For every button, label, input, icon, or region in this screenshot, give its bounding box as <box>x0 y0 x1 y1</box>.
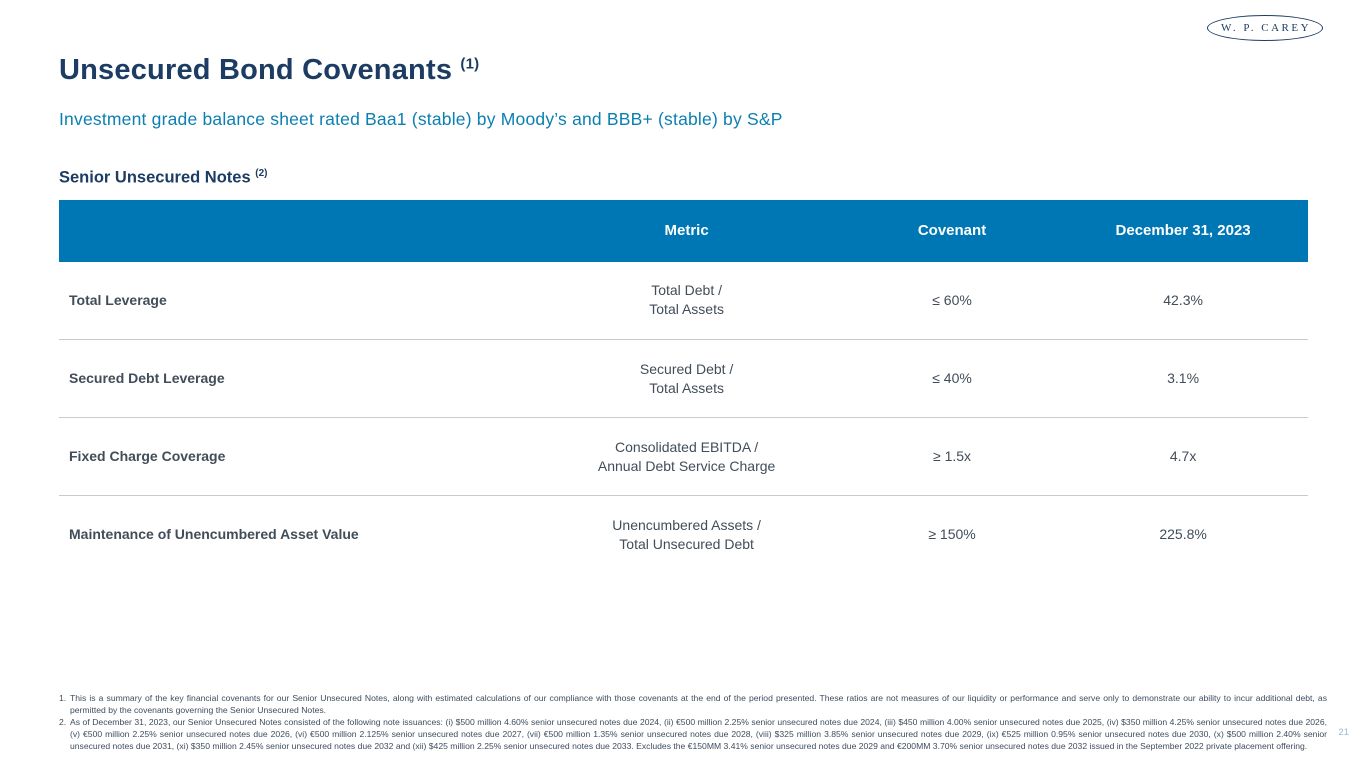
footnote-number: 2. <box>59 716 67 727</box>
row-covenant: ≥ 1.5x <box>933 448 972 465</box>
row-value: 4.7x <box>1169 448 1197 465</box>
footnote-1: 1. This is a summary of the key financia… <box>59 692 1327 716</box>
page-title: Unsecured Bond Covenants (1) <box>59 0 1308 87</box>
row-metric: Secured Debt / Total Assets <box>527 340 845 418</box>
page-title-footnote-ref: (1) <box>460 55 480 73</box>
row-value: 3.1% <box>1167 370 1200 387</box>
row-value: 42.3% <box>1163 291 1203 308</box>
metric-line-2: Total Unsecured Debt <box>619 535 754 552</box>
table-row: Fixed Charge Coverage Consolidated EBITD… <box>59 418 1308 496</box>
row-label: Fixed Charge Coverage <box>69 448 226 465</box>
header-cell-date: December 31, 2023 <box>1058 199 1308 262</box>
metric-line-2: Total Assets <box>649 379 724 396</box>
row-covenant: ≤ 60% <box>932 291 972 308</box>
footnote-text: As of December 31, 2023, our Senior Unse… <box>70 716 1327 751</box>
page-title-text: Unsecured Bond Covenants <box>59 54 453 86</box>
row-value: 225.8% <box>1159 526 1207 543</box>
table-header-row: Metric Covenant December 31, 2023 <box>59 199 1308 262</box>
wp-carey-logo: W. P. CAREY <box>1207 15 1323 41</box>
footnote-text: This is a summary of the key financial c… <box>70 692 1327 715</box>
header-cell-empty <box>59 199 528 262</box>
section-heading: Senior Unsecured Notes (2) <box>59 168 1308 188</box>
footnote-number: 1. <box>59 692 67 703</box>
page-number: 21 <box>1338 727 1349 738</box>
logo-text: W. P. CAREY <box>1220 22 1312 34</box>
header-cell-covenant: Covenant <box>845 199 1059 262</box>
footnotes: 1. This is a summary of the key financia… <box>59 692 1327 752</box>
table-row: Secured Debt Leverage Secured Debt / Tot… <box>59 340 1308 418</box>
header-cell-metric: Metric <box>527 199 846 262</box>
row-covenant: ≥ 150% <box>928 526 976 543</box>
section-heading-footnote-ref: (2) <box>255 168 268 179</box>
row-label: Total Leverage <box>69 291 167 308</box>
row-metric: Total Debt / Total Assets <box>527 262 845 340</box>
metric-line-1: Unencumbered Assets / <box>612 516 761 533</box>
metric-line-1: Total Debt / <box>651 282 723 299</box>
row-metric: Unencumbered Assets / Total Unsecured De… <box>527 496 845 574</box>
slide-content: Unsecured Bond Covenants (1) Investment … <box>59 0 1308 574</box>
table-row: Total Leverage Total Debt / Total Assets… <box>59 262 1308 340</box>
subtitle: Investment grade balance sheet rated Baa… <box>59 109 783 129</box>
covenants-table: Metric Covenant December 31, 2023 Total … <box>59 199 1308 574</box>
metric-line-1: Consolidated EBITDA / <box>615 438 759 455</box>
row-label: Secured Debt Leverage <box>69 370 225 387</box>
metric-line-1: Secured Debt / <box>639 360 734 377</box>
footnote-2: 2. As of December 31, 2023, our Senior U… <box>59 716 1327 752</box>
row-label: Maintenance of Unencumbered Asset Value <box>69 526 359 543</box>
row-metric: Consolidated EBITDA / Annual Debt Servic… <box>527 418 845 496</box>
metric-line-2: Total Assets <box>649 301 724 318</box>
metric-line-2: Annual Debt Service Charge <box>597 457 776 474</box>
row-covenant: ≤ 40% <box>932 370 972 387</box>
section-heading-text: Senior Unsecured Notes <box>59 168 251 187</box>
table-row: Maintenance of Unencumbered Asset Value … <box>59 496 1308 574</box>
